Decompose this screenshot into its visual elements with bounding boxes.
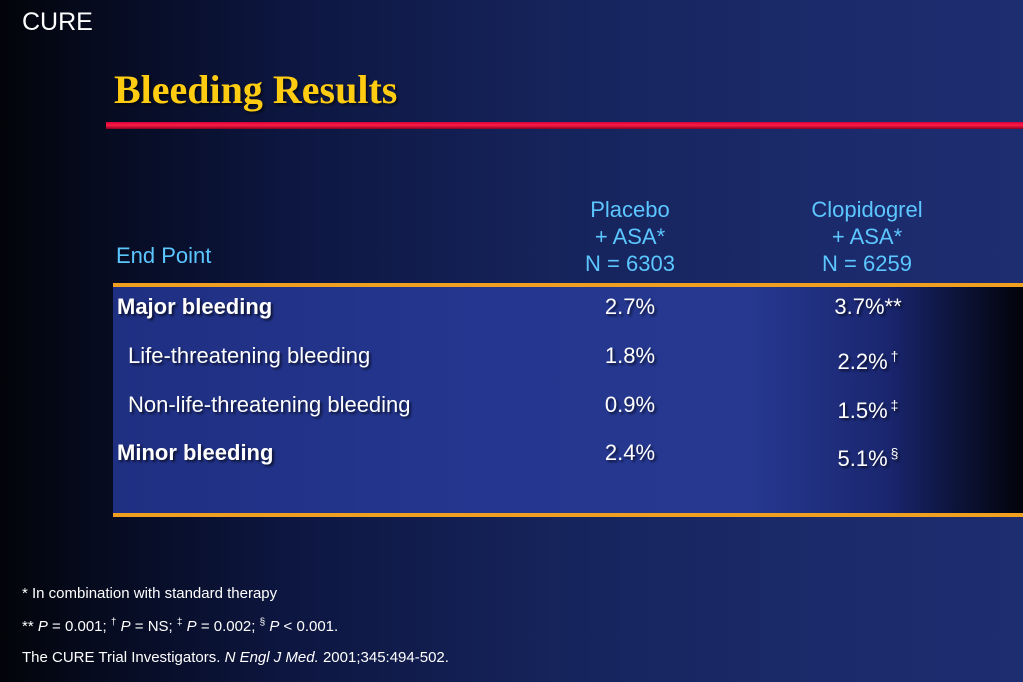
footnote-prefix: ** — [22, 618, 34, 635]
column-header-placebo-line: Placebo — [590, 197, 670, 222]
footnote-marker: ‡ — [176, 617, 183, 628]
footnote-marker: † — [890, 348, 899, 364]
cell-placebo-minor-bleeding: 2.4% — [604, 440, 656, 465]
column-header-placebo-line: + ASA* — [594, 224, 666, 249]
column-header-end-point: End Point — [116, 243, 212, 268]
cell-value: 1.5% — [837, 398, 888, 423]
table-top-rule — [113, 283, 1023, 287]
table-body-panel — [113, 286, 1023, 514]
p-symbol: P — [269, 618, 280, 635]
footnote-therapy: * In combination with standard therapy — [22, 585, 278, 602]
row-label-major-bleeding: Major bleeding — [117, 294, 273, 319]
cell-clopidogrel-non-life-threatening-bleeding: 1.5% ‡ — [768, 391, 968, 425]
column-header-placebo: Placebo + ASA* N = 6303 — [540, 196, 720, 277]
cell-placebo-non-life-threatening-bleeding: 0.9% — [604, 392, 656, 417]
cell-clopidogrel-minor-bleeding: 5.1% § — [768, 439, 968, 473]
p-symbol: P — [186, 618, 197, 635]
row-label-non-life-threatening-bleeding: Non-life-threatening bleeding — [128, 392, 411, 417]
cell-placebo-life-threatening-bleeding: 1.8% — [604, 343, 656, 368]
footnote-marker: § — [259, 617, 266, 628]
footnote-marker: ‡ — [890, 397, 899, 413]
footnote-citation: The CURE Trial Investigators. N Engl J M… — [22, 649, 449, 666]
row-label-life-threatening-bleeding: Life-threatening bleeding — [128, 343, 371, 368]
column-header-clopidogrel: Clopidogrel + ASA* N = 6259 — [757, 196, 977, 277]
column-header-clopidogrel-line: Clopidogrel — [811, 197, 923, 222]
cell-placebo-major-bleeding: 2.7% — [604, 294, 656, 319]
citation-journal: N Engl J Med. — [224, 649, 319, 666]
column-header-clopidogrel-line: + ASA* — [831, 224, 903, 249]
citation-authors: The CURE Trial Investigators. — [22, 649, 221, 666]
column-header-placebo-line: N = 6303 — [585, 251, 675, 276]
title-divider — [106, 122, 1023, 129]
p-value: = NS; — [134, 618, 173, 635]
brand-label: CURE — [22, 8, 93, 36]
cell-value: 3.7%** — [834, 294, 902, 319]
cell-value: 5.1% — [837, 446, 888, 471]
p-symbol: P — [37, 618, 48, 635]
citation-reference: 2001;345:494-502. — [322, 649, 449, 666]
p-value: = 0.002; — [200, 618, 256, 635]
p-symbol: P — [120, 618, 131, 635]
cell-clopidogrel-major-bleeding: 3.7%** — [768, 293, 968, 321]
cell-value: 2.2% — [837, 349, 888, 374]
footnote-marker: § — [890, 445, 899, 461]
column-header-clopidogrel-line: N = 6259 — [822, 251, 912, 276]
cell-clopidogrel-life-threatening-bleeding: 2.2% † — [768, 342, 968, 376]
row-label-minor-bleeding: Minor bleeding — [117, 440, 274, 465]
footnote-marker: † — [110, 617, 117, 628]
page-title: Bleeding Results — [114, 67, 398, 112]
p-value: < 0.001. — [283, 618, 339, 635]
p-value: = 0.001; — [52, 618, 107, 635]
footnote-p-values: ** P = 0.001; † P = NS; ‡ P = 0.002; § P… — [22, 617, 338, 635]
table-bottom-rule — [113, 513, 1023, 517]
